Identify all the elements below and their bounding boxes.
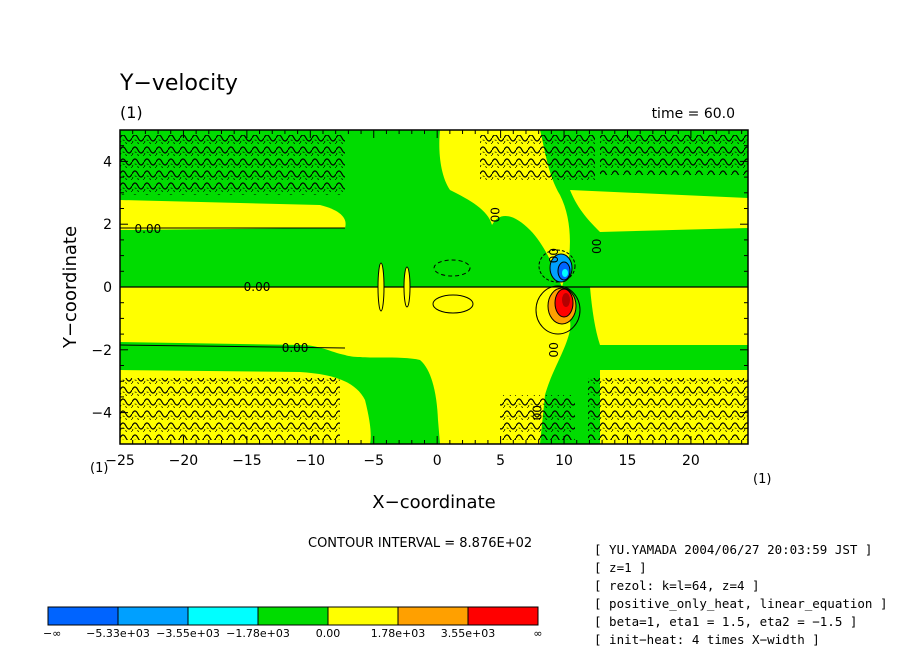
- legend-swatch: [327, 606, 399, 626]
- wavy-band-ne2: [600, 135, 748, 175]
- positive-region-north-left: [120, 200, 346, 230]
- positive-region-north-right: [570, 190, 748, 232]
- x-tick-label: 0: [433, 453, 442, 469]
- y-tick-label: 0: [103, 280, 112, 296]
- wavy-band-s-center: [500, 395, 575, 440]
- legend-swatch: [117, 606, 189, 626]
- legend-label: −5.33e+03: [86, 627, 150, 640]
- positive-region-south: [120, 287, 571, 444]
- meta-line: [ z=1 ]: [594, 560, 647, 575]
- y-tick-label: −2: [91, 343, 112, 359]
- y-unit-label: (1): [90, 461, 108, 476]
- positive-vortex: [535, 285, 581, 335]
- y-axis-label: Y−coordinate: [60, 226, 81, 349]
- legend-swatch: [467, 606, 539, 626]
- contour-label: 00: [547, 248, 561, 263]
- contour-label: 0.00: [282, 341, 309, 355]
- x-tick-label: −25: [105, 453, 135, 469]
- x-axis-label: X−coordinate: [372, 492, 495, 513]
- legend-label: −1.78e+03: [226, 627, 290, 640]
- wavy-band-ne: [480, 135, 595, 180]
- legend-label: −∞: [43, 627, 61, 640]
- contour-label: 0.00: [244, 280, 271, 294]
- legend-swatch: [187, 606, 259, 626]
- chart-title: Y−velocity: [119, 71, 238, 96]
- lobe-2: [403, 266, 411, 308]
- meta-line: [ rezol: k=l=64, z=4 ]: [594, 578, 760, 593]
- legend-label: −3.55e+03: [156, 627, 220, 640]
- legend-swatch: [47, 606, 119, 626]
- legend-label: 0.00: [316, 627, 341, 640]
- zero-contour-south: [120, 344, 346, 349]
- meta-line: [ YU.YAMADA 2004/06/27 20:03:59 JST ]: [594, 542, 872, 557]
- contour-label: 00: [489, 207, 503, 222]
- positive-region-far-south-right: [590, 287, 748, 345]
- x-tick-label: 20: [682, 453, 700, 469]
- lobe-1: [377, 262, 385, 312]
- x-tick-label: −10: [296, 453, 326, 469]
- meta-line: [ positive_only_heat, linear_equation ]: [594, 596, 888, 611]
- solid-contour-south: [432, 294, 474, 314]
- negative-vortex: [538, 249, 576, 283]
- contour-label: 00: [547, 342, 561, 357]
- contour-label: 00: [530, 405, 544, 420]
- x-tick-label: 15: [619, 453, 637, 469]
- contour-labels: 0.00 0.00 0.00 00 00 00 00 00: [135, 207, 604, 420]
- y-tick-label: 4: [103, 154, 112, 170]
- legend-label: 3.55e+03: [441, 627, 495, 640]
- meta-line: [ beta=1, eta1 = 1.5, eta2 = −1.5 ]: [594, 614, 857, 629]
- x-tick-label: −5: [363, 453, 384, 469]
- plot-area: [120, 130, 748, 444]
- x-tick-label: −15: [232, 453, 262, 469]
- legend-swatch: [397, 606, 469, 626]
- x-tick-label: −20: [169, 453, 199, 469]
- y-tick-label: 2: [103, 217, 112, 233]
- contour-label: 0.00: [135, 222, 162, 236]
- legend-swatch: [257, 606, 329, 626]
- x-tick-label: 5: [496, 453, 505, 469]
- legend-label: 1.78e+03: [371, 627, 425, 640]
- time-label: time = 60.0: [652, 106, 735, 122]
- panel-label: (1): [120, 103, 143, 122]
- color-legend: −∞ −5.33e+03 −3.55e+03 −1.78e+03 0.00 1.78e+0…: [43, 606, 543, 640]
- y-axis: −4 −2 0 2 4: [91, 129, 748, 445]
- contour-interval-label: CONTOUR INTERVAL = 8.876E+02: [308, 536, 532, 551]
- x-axis: −25 −20 −15 −10 −5 0 5 10 15 20: [105, 130, 743, 469]
- y-tick-label: −4: [91, 406, 112, 422]
- wavy-band-se: [588, 378, 748, 440]
- meta-line: [ init−heat: 4 times X−width ]: [594, 632, 820, 647]
- dashed-contour-north: [433, 259, 471, 277]
- wavy-band-sw: [120, 378, 340, 440]
- legend-label: ∞: [533, 627, 542, 640]
- contour-label: 00: [590, 239, 604, 254]
- wavy-band-nw: [120, 135, 345, 195]
- x-tick-label: 10: [555, 453, 573, 469]
- meta-block: [ YU.YAMADA 2004/06/27 20:03:59 JST ] [ …: [594, 542, 888, 647]
- x-unit-label: (1): [753, 472, 771, 487]
